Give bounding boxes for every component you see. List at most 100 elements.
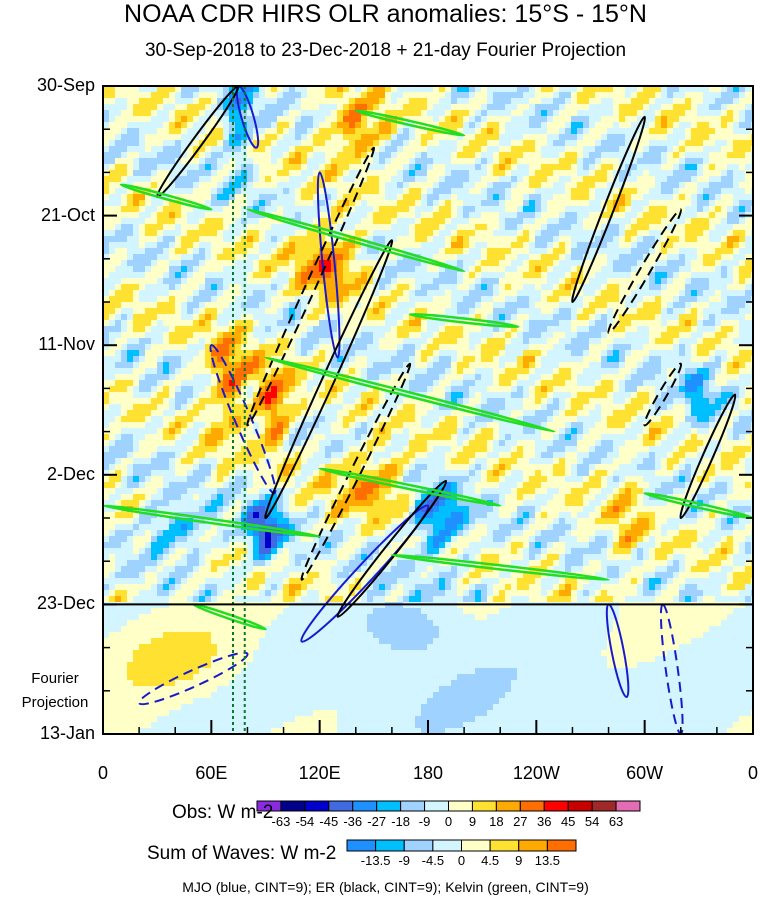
heatmap-cell <box>403 182 409 188</box>
heatmap-cell <box>661 140 667 146</box>
heatmap-cell <box>139 152 145 158</box>
heatmap-cell <box>421 134 427 140</box>
heatmap-cell <box>133 230 139 236</box>
heatmap-cell <box>355 200 361 206</box>
heatmap-cell <box>121 332 127 338</box>
heatmap-cell <box>631 272 637 278</box>
heatmap-cell <box>613 158 619 164</box>
heatmap-cell <box>697 206 703 212</box>
heatmap-cell <box>205 284 211 290</box>
heatmap-cell <box>445 242 451 248</box>
heatmap-cell <box>145 164 151 170</box>
heatmap-cell <box>667 350 673 356</box>
heatmap-cell <box>223 296 229 302</box>
heatmap-cell <box>523 272 529 278</box>
heatmap-cell <box>193 350 199 356</box>
heatmap-cell <box>667 176 673 182</box>
heatmap-cell <box>679 308 685 314</box>
heatmap-cell <box>223 224 229 230</box>
heatmap-cell <box>631 254 637 260</box>
heatmap-cell <box>313 140 319 146</box>
heatmap-cell <box>625 266 631 272</box>
heatmap-cell <box>187 188 193 194</box>
heatmap-cell <box>535 116 541 122</box>
heatmap-cell <box>235 260 241 266</box>
heatmap-cell <box>541 332 547 338</box>
heatmap-cell <box>373 326 379 332</box>
heatmap-cell <box>433 218 439 224</box>
heatmap-cell <box>259 104 265 110</box>
heatmap-cell <box>589 212 595 218</box>
heatmap-cell <box>421 272 427 278</box>
heatmap-cell <box>433 320 439 326</box>
heatmap-cell <box>643 104 649 110</box>
heatmap-cell <box>595 104 601 110</box>
heatmap-cell <box>403 278 409 284</box>
heatmap-cell <box>127 314 133 320</box>
heatmap-cell <box>367 278 373 284</box>
heatmap-cell <box>289 92 295 98</box>
heatmap-cell <box>547 272 553 278</box>
heatmap-cell <box>265 236 271 242</box>
heatmap-cell <box>517 320 523 326</box>
heatmap-cell <box>559 278 565 284</box>
heatmap-cell <box>631 194 637 200</box>
heatmap-cell <box>283 308 289 314</box>
heatmap-cell <box>403 320 409 326</box>
heatmap-cell <box>355 230 361 236</box>
heatmap-cell <box>301 332 307 338</box>
heatmap-cell <box>625 236 631 242</box>
heatmap-cell <box>499 182 505 188</box>
heatmap-cell <box>139 344 145 350</box>
heatmap-cell <box>145 104 151 110</box>
heatmap-cell <box>121 266 127 272</box>
heatmap-cell <box>283 290 289 296</box>
heatmap-cell <box>283 200 289 206</box>
heatmap-cell <box>613 344 619 350</box>
heatmap-cell <box>577 110 583 116</box>
heatmap-cell <box>271 206 277 212</box>
heatmap-cell <box>745 320 751 326</box>
heatmap-cell <box>655 242 661 248</box>
heatmap-cell <box>355 320 361 326</box>
heatmap-cell <box>511 164 517 170</box>
heatmap-cell <box>271 314 277 320</box>
heatmap-cell <box>289 170 295 176</box>
heatmap-cell <box>319 116 325 122</box>
heatmap-cell <box>487 284 493 290</box>
heatmap-cell <box>619 152 625 158</box>
heatmap-cell <box>157 92 163 98</box>
heatmap-cell <box>397 308 403 314</box>
heatmap-cell <box>115 236 121 242</box>
heatmap-cell <box>655 98 661 104</box>
heatmap-cell <box>271 86 277 92</box>
heatmap-cell <box>445 278 451 284</box>
heatmap-cell <box>211 194 217 200</box>
heatmap-cell <box>373 332 379 338</box>
heatmap-cell <box>103 266 109 272</box>
heatmap-cell <box>685 218 691 224</box>
heatmap-cell <box>649 224 655 230</box>
heatmap-cell <box>385 320 391 326</box>
heatmap-cell <box>721 194 727 200</box>
heatmap-cell <box>247 254 253 260</box>
heatmap-cell <box>721 146 727 152</box>
heatmap-cell <box>607 308 613 314</box>
heatmap-cell <box>139 116 145 122</box>
heatmap-cell <box>403 260 409 266</box>
heatmap-cell <box>271 254 277 260</box>
heatmap-cell <box>529 200 535 206</box>
heatmap-cell <box>709 314 715 320</box>
heatmap-cell <box>235 302 241 308</box>
heatmap-cell <box>445 338 451 344</box>
heatmap-cell <box>361 200 367 206</box>
heatmap-cell <box>127 302 133 308</box>
heatmap-cell <box>715 182 721 188</box>
heatmap-cell <box>175 188 181 194</box>
heatmap-cell <box>511 278 517 284</box>
heatmap-cell <box>217 230 223 236</box>
heatmap-cell <box>565 182 571 188</box>
heatmap-cell <box>217 320 223 326</box>
heatmap-cell <box>217 128 223 134</box>
heatmap-cell <box>355 314 361 320</box>
